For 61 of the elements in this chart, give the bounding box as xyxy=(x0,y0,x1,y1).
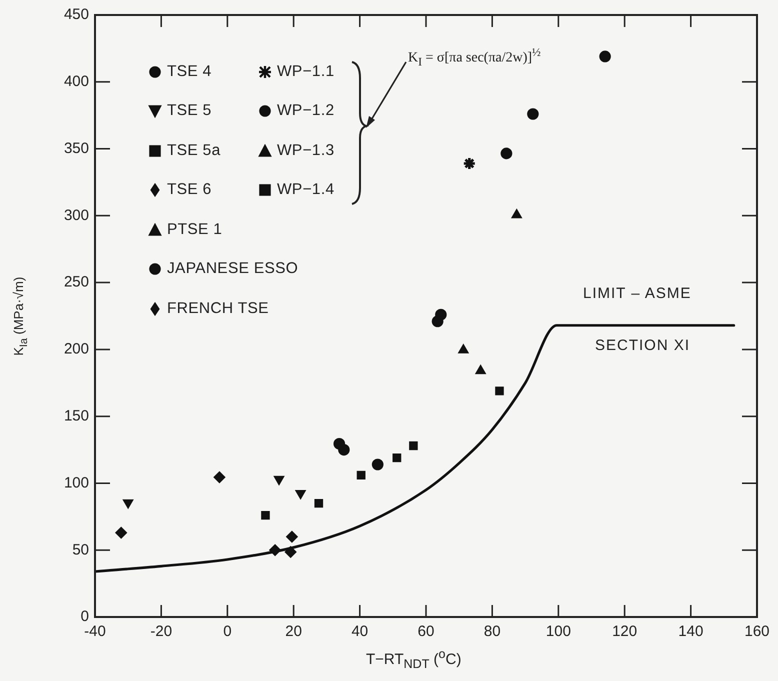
x-tick-label: 0 xyxy=(223,623,232,640)
annotation: LIMIT – ASME xyxy=(583,285,692,302)
y-tick-label: 300 xyxy=(64,206,89,224)
x-tick-label: 140 xyxy=(678,623,704,640)
y-tick-label: 250 xyxy=(64,274,89,291)
point xyxy=(115,526,127,539)
point xyxy=(338,444,350,456)
legend-label: FRENCH TSE xyxy=(167,300,269,318)
point xyxy=(500,148,512,160)
x-tick-label: 100 xyxy=(546,623,571,640)
x-axis-title: T−RT$_{NDT}$ ($^{o}$C) xyxy=(366,647,462,671)
point xyxy=(372,458,384,470)
point xyxy=(286,530,298,543)
point xyxy=(462,156,476,170)
point xyxy=(495,386,504,396)
x-tick-label: 80 xyxy=(484,623,501,640)
point xyxy=(284,546,296,558)
annotation: SECTION XI xyxy=(595,337,690,354)
x-tick-label: 40 xyxy=(351,623,368,640)
legend-label: TSE 4 xyxy=(167,62,212,81)
y-tick-label: 50 xyxy=(72,541,89,558)
x-tick-label: -20 xyxy=(150,623,172,640)
y-tick-label: 450 xyxy=(64,6,89,24)
x-tick-label: 60 xyxy=(418,623,434,640)
legend-label: TSE 6 xyxy=(167,181,212,200)
legend-label: WP−1.3 xyxy=(277,142,334,160)
point xyxy=(214,471,226,483)
x-tick-label: 160 xyxy=(744,623,770,640)
x-tick-label: 120 xyxy=(612,623,638,640)
point xyxy=(409,441,418,450)
legend-label: WP−1.4 xyxy=(277,181,334,200)
line-series xyxy=(95,324,736,573)
legend-label: TSE 5a xyxy=(167,142,220,160)
point xyxy=(122,499,134,508)
point xyxy=(599,50,611,62)
legend-label: PTSE 1 xyxy=(167,220,222,239)
point xyxy=(274,476,284,486)
point xyxy=(435,308,447,320)
legend-label: WP−1.1 xyxy=(277,62,334,81)
y-tick-label: 150 xyxy=(64,407,89,424)
point xyxy=(314,498,324,508)
y-tick-label: 350 xyxy=(64,140,89,157)
point xyxy=(269,544,281,556)
y-tick-label: 400 xyxy=(64,73,89,90)
legend-label: WP−1.2 xyxy=(277,102,334,120)
legend-label: JAPANESE ESSO xyxy=(167,260,298,278)
point xyxy=(475,365,486,374)
y-tick-label: 200 xyxy=(64,340,89,358)
y-tick-label: 100 xyxy=(64,474,89,492)
point xyxy=(392,453,402,462)
y-tick-label: 0 xyxy=(80,608,89,626)
point xyxy=(527,108,539,120)
annotation: K$_{I}$ = σ[πa sec(πa/2w)]$^{½}$ xyxy=(408,46,541,68)
point xyxy=(356,470,366,480)
point xyxy=(512,209,522,218)
point xyxy=(295,490,306,500)
point xyxy=(261,510,270,520)
x-tick-label: 20 xyxy=(285,623,302,640)
legend-label: TSE 5 xyxy=(167,102,212,120)
point xyxy=(458,344,469,354)
x-tick-label: -40 xyxy=(84,623,106,640)
